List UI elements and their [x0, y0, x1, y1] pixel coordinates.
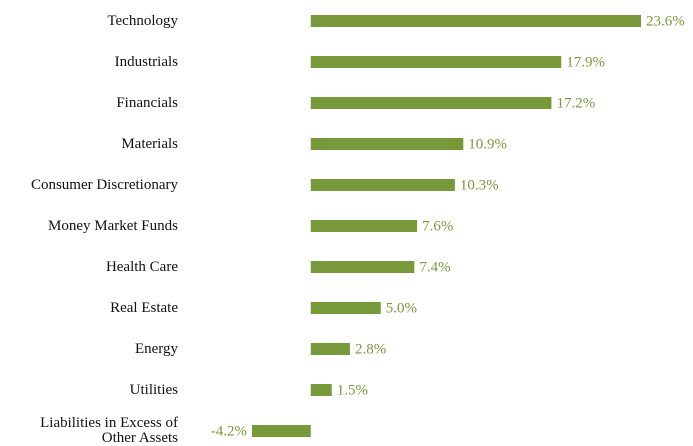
category-label: Financials — [116, 94, 178, 111]
value-label: 1.5% — [337, 382, 368, 398]
value-label: 10.9% — [468, 136, 507, 152]
bar — [310, 384, 332, 396]
value-label: 5.0% — [386, 300, 417, 316]
bar — [310, 220, 418, 232]
category-label: Health Care — [105, 258, 178, 275]
category-label: Money Market Funds — [48, 217, 178, 234]
bar — [310, 261, 415, 273]
value-label: 7.6% — [422, 218, 453, 234]
category-label: Real Estate — [110, 299, 178, 316]
bar — [310, 138, 464, 150]
bar — [310, 97, 552, 109]
bar — [310, 15, 641, 27]
category-label: Materials — [121, 135, 178, 152]
category-label: Liabilities in Excess of Other Assets — [40, 415, 178, 446]
category-label: Technology — [107, 12, 178, 29]
value-label: 17.2% — [556, 95, 595, 111]
bar — [252, 425, 311, 437]
bar — [310, 302, 381, 314]
value-label: -4.2% — [211, 423, 247, 439]
value-label: 7.4% — [419, 259, 450, 275]
value-label: 23.6% — [646, 13, 685, 29]
category-label: Industrials — [114, 53, 178, 70]
category-label: Energy — [134, 340, 178, 357]
value-label: 2.8% — [355, 341, 386, 357]
value-label: 10.3% — [460, 177, 499, 193]
bar — [310, 343, 350, 355]
category-label: Consumer Discretionary — [30, 176, 178, 193]
bar — [310, 179, 455, 191]
bar — [310, 56, 562, 68]
category-label: Utilities — [129, 381, 178, 398]
value-label: 17.9% — [566, 54, 605, 70]
